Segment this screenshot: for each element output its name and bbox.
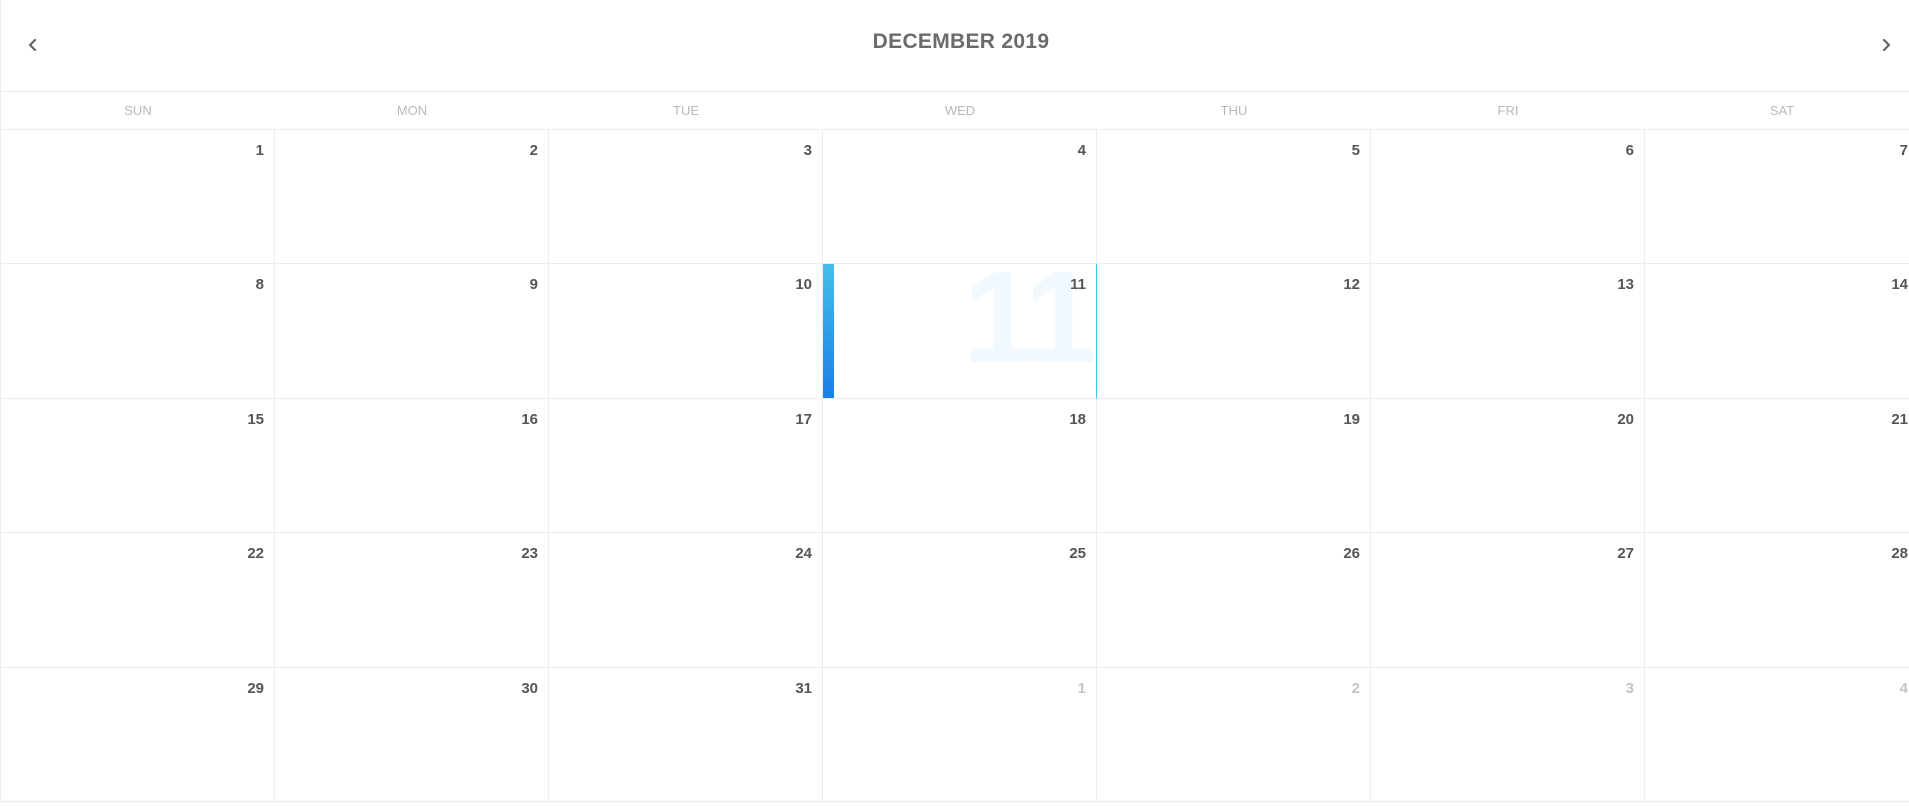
day-number: 9: [529, 276, 538, 294]
day-number: 27: [1617, 545, 1634, 563]
day-number: 16: [521, 410, 538, 428]
day-number: 6: [1625, 142, 1634, 159]
day-number: 15: [247, 410, 264, 428]
day-number: 17: [795, 410, 812, 428]
day-cell[interactable]: 3: [1371, 667, 1645, 802]
day-number: 1: [1077, 679, 1086, 697]
day-number: 2: [529, 142, 538, 159]
day-cell[interactable]: 18: [823, 398, 1097, 534]
day-number: 31: [795, 679, 812, 697]
day-cell[interactable]: 9: [275, 264, 549, 399]
day-number: 19: [1343, 410, 1360, 428]
day-cell[interactable]: 31: [549, 667, 823, 802]
chevron-right-icon: [1882, 38, 1891, 52]
day-number: 3: [1625, 679, 1634, 697]
day-number: 10: [795, 276, 812, 294]
day-cell[interactable]: 24: [549, 533, 823, 668]
weekday-sat: SAT: [1769, 103, 1795, 118]
day-number: 13: [1617, 276, 1634, 294]
day-cell[interactable]: 3: [549, 130, 823, 265]
day-number: 28: [1891, 545, 1908, 563]
day-number: 8: [255, 276, 264, 294]
today-accent-bar: [823, 264, 834, 398]
day-cell[interactable]: 15: [1, 398, 275, 534]
day-cell[interactable]: 14: [1645, 264, 1909, 399]
weekday-row: SUN MON TUE WED THU FRI SAT: [0, 92, 1909, 130]
today-watermark: 11: [963, 264, 1096, 391]
next-month-button[interactable]: [1871, 30, 1901, 60]
day-cell[interactable]: 2: [1097, 667, 1371, 802]
day-cell[interactable]: 26: [1097, 533, 1371, 668]
day-cell[interactable]: 29: [1, 667, 275, 802]
weekday-thu: THU: [1220, 103, 1248, 118]
day-number: 20: [1617, 410, 1634, 428]
day-cell[interactable]: 17: [549, 398, 823, 534]
day-number: 2: [1351, 679, 1360, 697]
day-cell[interactable]: 1: [1, 130, 275, 265]
day-number: 4: [1899, 679, 1908, 697]
day-number: 30: [521, 679, 538, 697]
day-number: 5: [1351, 142, 1360, 159]
day-cell[interactable]: 19: [1097, 398, 1371, 534]
day-number: 12: [1343, 276, 1360, 294]
day-number: 4: [1077, 142, 1086, 159]
day-grid: 1 2 3 4 5 6 7 8 9 10 11 11 12 13 14 15 16 17 18 19 20 21 22 23 2…: [0, 130, 1909, 802]
day-number: 21: [1891, 410, 1908, 428]
day-cell[interactable]: 27: [1371, 533, 1645, 668]
day-cell[interactable]: 30: [275, 667, 549, 802]
day-cell[interactable]: 28: [1645, 533, 1909, 668]
calendar-header: DECEMBER 2019: [0, 0, 1909, 92]
weekday-sun: SUN: [124, 103, 152, 118]
day-cell[interactable]: 8: [1, 264, 275, 399]
prev-month-button[interactable]: [18, 30, 48, 60]
day-cell[interactable]: 12: [1097, 264, 1371, 399]
day-cell[interactable]: 13: [1371, 264, 1645, 399]
chevron-left-icon: [28, 38, 37, 52]
day-cell[interactable]: 22: [1, 533, 275, 668]
day-cell[interactable]: 1: [823, 667, 1097, 802]
day-cell-today[interactable]: 11 11: [823, 264, 1097, 399]
weekday-tue: TUE: [673, 103, 699, 118]
day-number: 1: [255, 142, 264, 159]
day-cell[interactable]: 16: [275, 398, 549, 534]
day-cell[interactable]: 21: [1645, 398, 1909, 534]
day-cell[interactable]: 4: [1645, 667, 1909, 802]
day-number: 29: [247, 679, 264, 697]
month-title: DECEMBER 2019: [872, 30, 1050, 53]
weekday-mon: MON: [396, 103, 428, 118]
weekday-wed: WED: [944, 103, 976, 118]
day-number: 25: [1069, 545, 1086, 563]
day-cell[interactable]: 2: [275, 130, 549, 265]
day-number: 3: [803, 142, 812, 159]
day-cell[interactable]: 23: [275, 533, 549, 668]
day-number: 23: [521, 545, 538, 563]
day-cell[interactable]: 6: [1371, 130, 1645, 265]
day-number: 26: [1343, 545, 1360, 563]
day-number: 7: [1899, 142, 1908, 159]
day-cell[interactable]: 25: [823, 533, 1097, 668]
day-cell[interactable]: 10: [549, 264, 823, 399]
day-cell[interactable]: 4: [823, 130, 1097, 265]
day-cell[interactable]: 20: [1371, 398, 1645, 534]
day-number: 14: [1891, 276, 1908, 294]
day-number: 24: [795, 545, 812, 563]
day-number: 22: [247, 545, 264, 563]
day-cell[interactable]: 5: [1097, 130, 1371, 265]
day-cell[interactable]: 7: [1645, 130, 1909, 265]
day-number: 18: [1069, 410, 1086, 428]
weekday-fri: FRI: [1497, 103, 1519, 118]
day-number: 11: [1070, 276, 1086, 294]
